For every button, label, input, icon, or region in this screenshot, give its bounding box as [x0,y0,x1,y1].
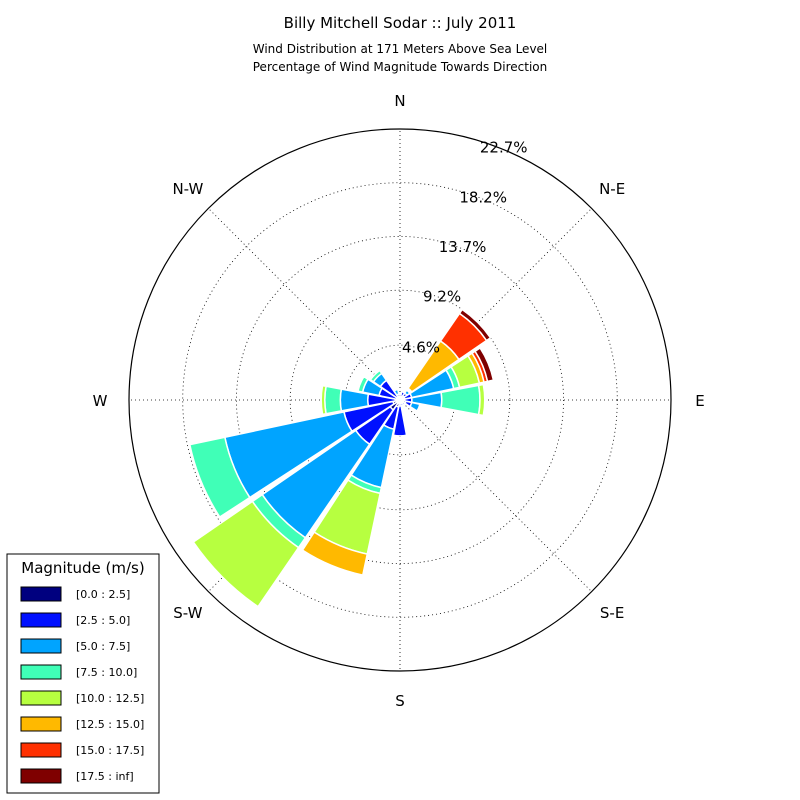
legend-swatch [20,612,62,628]
legend-label: [2.5 : 5.0] [76,614,130,627]
legend-swatch [20,664,62,680]
legend-swatch [20,716,62,732]
grid-ring [289,289,511,511]
direction-label: E [695,392,704,410]
direction-labels: N N-E E S-E S S-W W N-W [93,92,705,710]
wind-sector-segment [458,308,492,342]
outer-circle [128,128,672,672]
direction-label: W [93,392,108,410]
wind-sector-segment [357,375,369,393]
legend-label: [15.0 : 17.5] [76,744,144,757]
grid-ring [236,236,564,564]
legend-swatch [20,638,62,654]
direction-label: S [395,692,405,710]
wind-sector-segment [474,346,495,383]
wind-sector-segment [393,388,400,397]
wind-sector-segment [301,531,369,577]
legend-label: [10.0 : 12.5] [76,692,144,705]
wind-sector-segment [192,500,300,608]
legend-label: [5.0 : 7.5] [76,640,130,653]
legend-label: [17.5 : inf] [76,770,134,783]
legend-swatch [20,690,62,706]
chart-title: Billy Mitchell Sodar :: July 2011 [284,14,517,32]
ring-label: 18.2% [459,188,507,206]
ring-label: 4.6% [402,338,440,356]
direction-label: S-E [600,604,624,622]
wind-sectors [188,308,495,608]
legend-swatch [20,586,62,602]
legend-label: [0.0 : 2.5] [76,588,130,601]
legend-swatch [20,768,62,784]
grid-spoke [399,399,592,592]
direction-label: N-E [599,180,625,198]
legend-label: [12.5 : 15.0] [76,718,144,731]
wind-sector-segment [320,384,327,416]
wind-sector-segment [392,404,408,437]
wind-sector-segment [188,436,251,519]
direction-label: N-W [172,180,203,198]
chart-subtitle-line-1: Wind Distribution at 171 Meters Above Se… [253,42,548,56]
grid-ring [182,182,618,618]
chart-subtitle-line-2: Percentage of Wind Magnitude Towards Dir… [253,60,547,74]
grid-spoke [208,208,401,401]
legend: Magnitude (m/s) [0.0 : 2.5] [2.5 : 5.0] [5… [6,553,160,794]
wind-sector-segment [324,385,343,415]
wind-sector-segment [408,401,421,413]
wind-sector-segment [477,383,486,417]
wind-sector-segment [369,369,383,383]
ring-label: 9.2% [423,288,461,306]
ring-label: 13.7% [439,238,487,256]
direction-label: S-W [173,604,202,622]
ring-label: 22.7% [480,139,528,157]
direction-label: N [394,92,405,110]
legend-label: [7.5 : 10.0] [76,666,137,679]
legend-swatch [20,742,62,758]
legend-title: Magnitude (m/s) [21,559,144,577]
ring-labels: 4.6% 9.2% 13.7% 18.2% 22.7% [402,139,528,357]
